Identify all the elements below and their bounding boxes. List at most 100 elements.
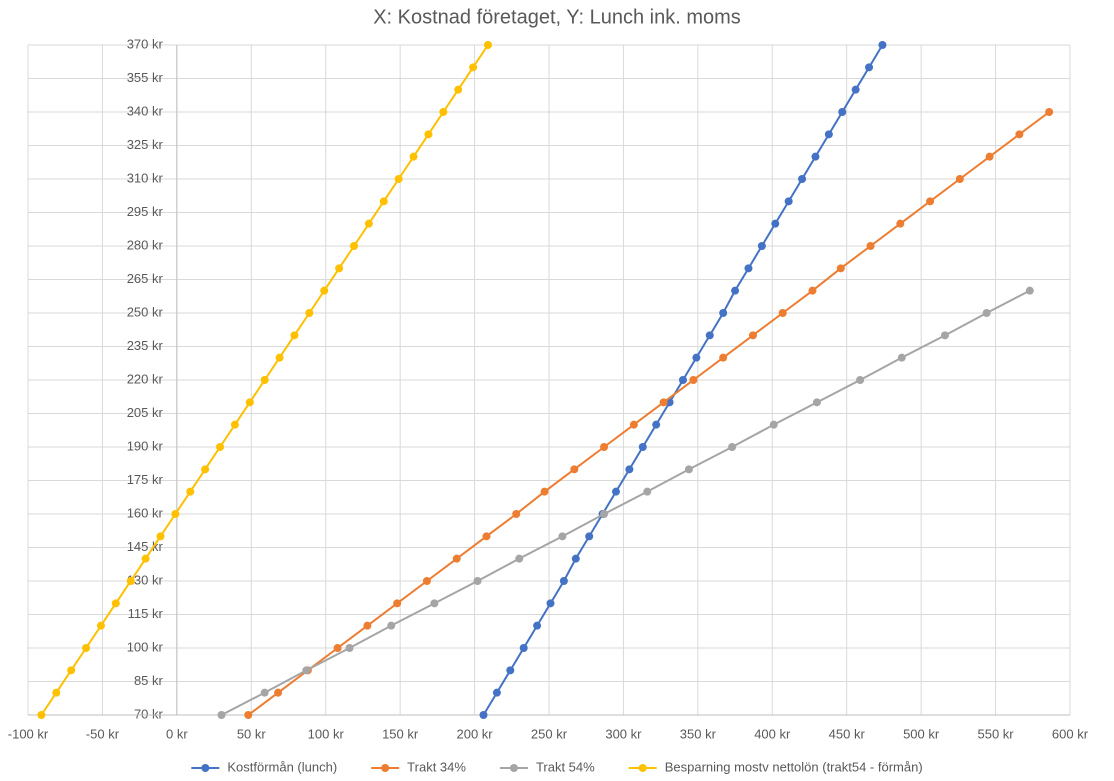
y-tick-label: 310 kr xyxy=(127,170,164,185)
legend-label: Trakt 34% xyxy=(407,759,466,774)
x-tick-label: -100 kr xyxy=(8,726,49,741)
data-point xyxy=(692,353,701,362)
data-point xyxy=(452,554,461,563)
data-point xyxy=(866,242,875,250)
x-tick-label: 500 kr xyxy=(903,726,940,741)
data-point xyxy=(260,376,269,384)
data-point xyxy=(684,465,693,474)
data-point xyxy=(409,152,418,161)
data-point xyxy=(186,487,195,496)
data-point xyxy=(719,353,728,362)
data-point xyxy=(379,197,388,206)
data-point xyxy=(469,63,478,72)
data-point xyxy=(52,688,61,697)
series-line xyxy=(247,111,1050,716)
y-tick-label: 220 kr xyxy=(127,371,164,386)
data-point xyxy=(757,242,766,250)
y-tick-label: 370 kr xyxy=(127,36,164,51)
data-point xyxy=(393,599,402,608)
data-point xyxy=(424,130,433,139)
data-point xyxy=(37,711,46,719)
data-point xyxy=(571,554,580,563)
legend-marker xyxy=(201,764,210,772)
legend-label: Besparning mostv nettolön (trakt54 - för… xyxy=(665,759,923,774)
data-point xyxy=(728,443,737,451)
data-point xyxy=(201,465,210,474)
data-point xyxy=(335,264,344,273)
data-point xyxy=(851,85,860,94)
data-point xyxy=(345,644,354,652)
data-point xyxy=(473,577,482,585)
data-point xyxy=(171,510,180,518)
data-point xyxy=(483,41,492,49)
data-point xyxy=(678,376,687,384)
data-point xyxy=(349,242,358,250)
data-point xyxy=(439,108,448,116)
x-tick-label: 100 kr xyxy=(308,726,345,741)
data-point xyxy=(1045,108,1054,116)
data-point xyxy=(533,621,542,630)
data-point xyxy=(275,353,284,362)
data-point xyxy=(515,554,524,563)
data-point xyxy=(302,666,311,675)
data-point xyxy=(744,264,753,273)
data-point xyxy=(387,621,396,630)
data-point xyxy=(216,443,225,451)
data-point xyxy=(274,688,283,697)
data-point xyxy=(141,554,150,563)
data-point xyxy=(546,599,555,608)
data-point xyxy=(430,599,439,608)
data-point xyxy=(689,376,698,384)
data-point xyxy=(363,621,372,630)
data-point xyxy=(82,644,91,652)
data-point xyxy=(719,309,728,317)
data-point xyxy=(798,175,807,183)
data-point xyxy=(479,711,488,719)
x-tick-label: -50 kr xyxy=(86,726,120,741)
data-point xyxy=(600,510,609,518)
y-tick-label: 100 kr xyxy=(127,639,164,654)
y-tick-label: 190 kr xyxy=(127,438,164,453)
y-tick-label: 160 kr xyxy=(127,505,164,520)
series-line xyxy=(221,289,1031,716)
y-tick-label: 295 kr xyxy=(127,204,164,219)
data-point xyxy=(585,532,594,541)
data-point xyxy=(812,398,821,407)
data-point xyxy=(519,644,528,652)
legend-marker xyxy=(509,764,518,772)
data-point xyxy=(611,487,620,496)
legend-label: Trakt 54% xyxy=(536,759,595,774)
data-point xyxy=(629,420,638,429)
data-point xyxy=(778,309,787,317)
data-point xyxy=(600,443,609,451)
data-point xyxy=(454,85,463,94)
y-tick-label: 145 kr xyxy=(127,539,164,554)
data-point xyxy=(320,286,329,295)
x-tick-label: 600 kr xyxy=(1052,726,1089,741)
x-tick-label: 350 kr xyxy=(680,726,717,741)
legend-marker xyxy=(638,764,647,772)
data-point xyxy=(482,532,491,541)
data-point xyxy=(156,532,165,541)
data-point xyxy=(731,286,740,295)
y-tick-label: 115 kr xyxy=(128,606,164,621)
data-point xyxy=(643,487,652,496)
data-point xyxy=(290,331,299,340)
y-tick-label: 130 kr xyxy=(127,572,164,587)
data-point xyxy=(245,398,254,407)
data-point xyxy=(955,175,964,183)
y-tick-label: 340 kr xyxy=(127,103,164,118)
data-point xyxy=(769,420,778,429)
x-tick-label: 200 kr xyxy=(457,726,494,741)
data-point xyxy=(808,286,817,295)
y-tick-label: 280 kr xyxy=(127,237,164,252)
data-point xyxy=(659,398,668,407)
data-point xyxy=(492,688,501,697)
data-point xyxy=(364,219,373,228)
data-point xyxy=(838,108,847,116)
data-point xyxy=(897,353,906,362)
y-tick-label: 85 kr xyxy=(134,673,164,688)
data-point xyxy=(67,666,76,675)
data-point xyxy=(985,152,994,161)
